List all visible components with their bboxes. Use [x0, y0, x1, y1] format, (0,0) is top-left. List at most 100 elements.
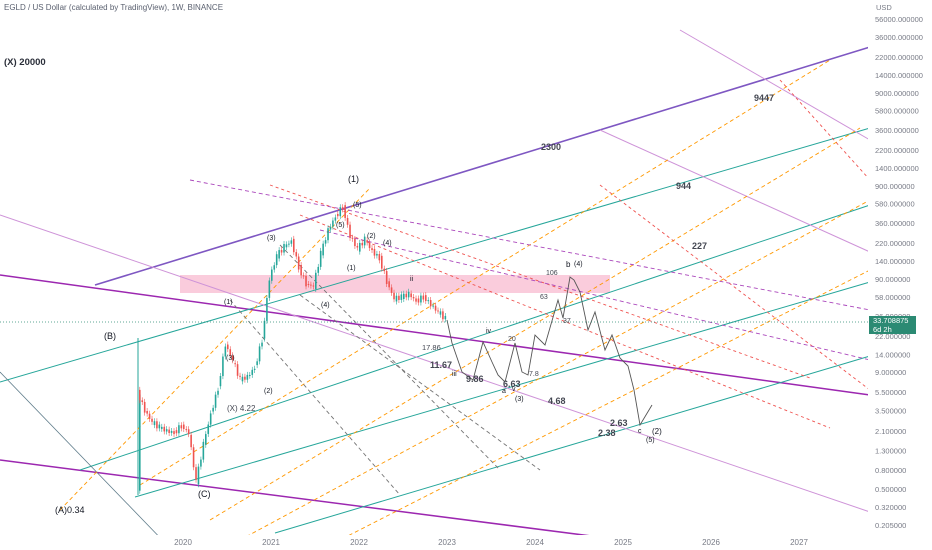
candle-body — [361, 242, 364, 246]
candle-body — [319, 250, 322, 267]
y-tick-label: 0.800000 — [875, 466, 906, 475]
candle-body — [383, 268, 386, 272]
label-227: 227 — [692, 241, 708, 251]
candle-body — [297, 256, 300, 270]
wave-b-minor: b — [566, 260, 571, 269]
candle-body — [283, 244, 285, 253]
x-tick-label: 2023 — [438, 538, 456, 547]
candle-body — [434, 305, 437, 311]
label-7-8: 7.8 — [529, 371, 539, 378]
candle-body — [151, 418, 153, 422]
label-9-86: 9.86 — [466, 374, 484, 384]
label-6-63: 6.63 — [503, 379, 521, 389]
label-4-68: 4.68 — [548, 396, 566, 406]
candle-body — [278, 250, 280, 259]
candle-body — [354, 238, 356, 247]
candle-body — [263, 320, 266, 339]
candle-body — [351, 237, 354, 239]
dashed-grey-lines — [229, 244, 541, 496]
wave-5-sub: (5) — [336, 222, 345, 229]
candle-body — [165, 429, 168, 432]
y-tick-label: 3.500000 — [875, 406, 906, 415]
candle-body — [266, 297, 268, 321]
candle-body — [368, 242, 371, 249]
y-tick-label: 0.320000 — [875, 503, 906, 512]
candle-body — [317, 266, 320, 273]
y-tick-label: 90.000000 — [875, 275, 910, 284]
candle-body — [429, 300, 432, 307]
wave-3-future: (3) — [515, 396, 524, 403]
candle-body — [190, 434, 192, 448]
candle-body — [185, 429, 188, 431]
axis-unit-label: USD — [876, 3, 892, 12]
candle-body — [212, 407, 214, 412]
candle-body — [231, 355, 234, 361]
projected-wave-path — [446, 276, 653, 427]
candle-body — [251, 369, 254, 375]
candle-body — [410, 293, 412, 298]
current-price-tag: 33.708875 6d 2h — [869, 316, 916, 334]
candle-body — [227, 344, 229, 350]
label-9447: 9447 — [754, 93, 775, 103]
candle-body — [415, 298, 417, 302]
y-tick-label: 56000.000000 — [875, 15, 923, 24]
candle-body — [302, 275, 305, 277]
candle-body — [376, 253, 378, 256]
label-944: 944 — [676, 181, 692, 191]
teal-channel-2 — [79, 204, 871, 471]
y-tick-label: 58.000000 — [875, 293, 910, 302]
wave-v: v — [512, 386, 516, 393]
candle-body — [420, 295, 422, 303]
upper-channel-line — [94, 46, 871, 286]
candle-body — [173, 431, 175, 435]
candle-body — [246, 374, 249, 380]
candle-body — [339, 207, 342, 217]
candle-body — [275, 254, 278, 266]
candle-body — [373, 248, 376, 256]
x-tick-label: 2026 — [702, 538, 720, 547]
candle-body — [192, 447, 195, 468]
candle-body — [388, 281, 390, 288]
descending-channel-top — [0, 274, 871, 396]
label-20: 20 — [508, 336, 516, 343]
candle-body — [425, 295, 427, 302]
label-2-63: 2.63 — [610, 418, 628, 428]
candle-body — [178, 425, 180, 434]
x-tick-label: 2025 — [614, 538, 632, 547]
candle-body — [427, 300, 430, 302]
candle-body — [156, 421, 158, 429]
y-tick-label: 220.000000 — [875, 239, 915, 248]
candle-body — [148, 413, 151, 419]
candle-body — [422, 295, 425, 300]
candle-body — [403, 293, 405, 300]
label-x-20000: (X) 20000 — [4, 57, 46, 68]
candle-body — [158, 424, 161, 429]
candle-body — [405, 293, 408, 298]
y-tick-label: 9000.000000 — [875, 89, 919, 98]
y-tick-label: 14000.000000 — [875, 71, 923, 80]
candle-body — [329, 226, 332, 230]
candle-body — [202, 441, 205, 460]
candle-body — [305, 275, 307, 287]
candle-body — [280, 250, 283, 253]
candle-body — [139, 389, 141, 401]
label-11-67: 11.67 — [430, 360, 453, 370]
fib-orange-lines — [59, 59, 871, 546]
candle-body — [163, 426, 166, 432]
candle-body — [180, 425, 183, 429]
candle-body — [349, 224, 351, 238]
candle-body — [371, 248, 373, 251]
candle-body — [224, 346, 227, 357]
candle-body — [366, 240, 368, 243]
y-tick-label: 2200.000000 — [875, 146, 919, 155]
y-tick-label: 36000.000000 — [875, 33, 923, 42]
candle-body — [200, 459, 202, 467]
bar-countdown: 6d 2h — [873, 325, 892, 334]
price-axis-bg — [868, 0, 932, 550]
candle-body — [143, 401, 146, 413]
wave-1-minor: (1) — [347, 265, 356, 272]
candle-body — [439, 311, 442, 315]
resistance-zone — [180, 275, 610, 293]
x-tick-label: 2027 — [790, 538, 808, 547]
